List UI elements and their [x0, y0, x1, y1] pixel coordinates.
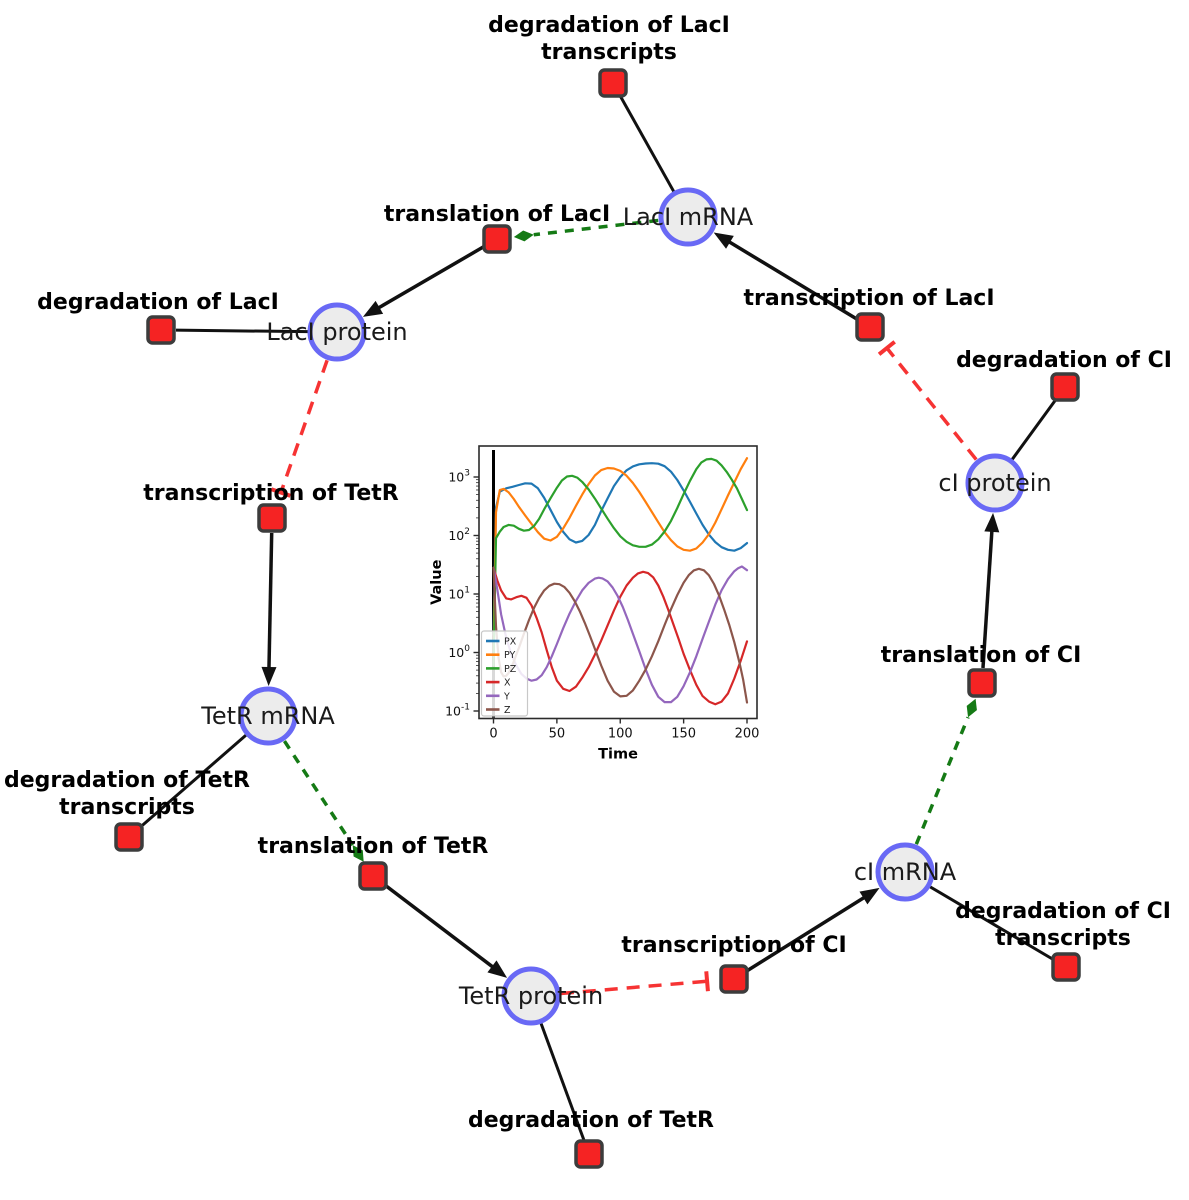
edge-lacI_translation-lacI_protein-arrowhead — [362, 300, 384, 317]
edge-cI_mRNA-cI_translation-modifier-line — [914, 716, 970, 845]
chart-legend-label-PZ: PZ — [504, 664, 517, 675]
edge-lacI_protein-tetR_transcription-tbar — [270, 487, 292, 498]
reaction-label-tetR_translation: translation of TetR — [258, 834, 489, 859]
edge-lacI_mRNA-lacI_translation-modifier-line — [533, 218, 659, 237]
chart-legend-label-X: X — [504, 678, 511, 689]
chart-series-PY — [492, 457, 749, 654]
chart-xlabel: Time — [598, 747, 638, 763]
chart-ytick-label: 101 — [448, 586, 470, 602]
reaction-label-tetR_protein_deg: degradation of TetR — [468, 1108, 714, 1133]
edge-cI_protein-lacI_transcription-tbar — [877, 340, 896, 356]
edge-tetR_protein-cI_transcription-tbar — [704, 971, 710, 992]
chart-series-PZ — [492, 457, 749, 667]
species-label-lacI_protein: LacI protein — [266, 318, 407, 346]
reaction-square-tetR_mRNA_deg — [114, 822, 144, 852]
edge-cI_mRNA_deg-cI_mRNA-degradation-link — [929, 885, 1054, 961]
chart-xtick-label: 50 — [549, 727, 566, 742]
edge-tetR_protein-cI_transcription-inhibition-line — [560, 979, 708, 996]
species-node-tetR_protein — [501, 966, 561, 1026]
chart-series-PX — [492, 462, 749, 637]
species-node-tetR_mRNA — [238, 686, 298, 746]
chart-ytick-label: 10-1 — [445, 703, 470, 719]
edge-lacI_transcription-lacI_mRNA-production-line — [726, 239, 859, 321]
reaction-label-lacI_mRNA_deg-line2: transcripts — [541, 40, 677, 65]
species-label-tetR_mRNA: TetR mRNA — [200, 702, 335, 730]
reaction-label-cI_mRNA_deg-line2: transcripts — [995, 926, 1131, 951]
species-label-cI_mRNA: cI mRNA — [854, 858, 957, 886]
edge-tetR_protein_deg-tetR_protein-degradation-link — [539, 1022, 586, 1141]
reaction-label-lacI_translation: translation of LacI — [384, 202, 610, 227]
reaction-label-tetR_transcription: transcription of TetR — [143, 481, 399, 506]
chart-ytick-label: 100 — [448, 644, 470, 660]
reaction-label-cI_protein_deg: degradation of CI — [956, 348, 1172, 373]
reaction-square-cI_transcription — [719, 964, 749, 994]
edge-cI_mRNA-cI_translation-diamond-arrowhead — [966, 698, 977, 718]
chart-ylabel: Value — [429, 559, 445, 605]
species-node-cI_protein — [965, 453, 1025, 513]
reaction-square-tetR_transcription — [257, 503, 287, 533]
edge-tetR_translation-tetR_protein-production-line — [383, 883, 496, 970]
chart-legend-label-Z: Z — [504, 705, 511, 716]
edge-cI_translation-cI_protein-arrowhead — [984, 512, 1000, 533]
reaction-square-lacI_mRNA_deg — [598, 68, 628, 98]
edge-lacI_mRNA-lacI_translation-diamond-arrowhead — [513, 230, 534, 242]
reaction-square-cI_translation — [967, 668, 997, 698]
reaction-square-lacI_translation — [482, 224, 512, 254]
edge-lacI_transcription-lacI_mRNA-arrowhead — [713, 232, 734, 249]
species-label-cI_protein: cI protein — [938, 469, 1051, 497]
species-node-lacI_protein — [307, 302, 367, 362]
reaction-square-lacI_transcription — [855, 312, 885, 342]
edge-tetR_transcription-tetR_mRNA-production-line — [267, 532, 274, 671]
reaction-square-tetR_translation — [358, 861, 388, 891]
chart-ytick-label: 103 — [448, 469, 470, 485]
species-node-cI_mRNA — [875, 842, 935, 902]
chart-xtick-label: 200 — [735, 727, 760, 742]
nodes-layer — [114, 68, 1081, 1169]
reaction-label-cI_transcription: transcription of CI — [621, 933, 846, 958]
reaction-square-lacI_protein_deg — [146, 315, 176, 345]
chart-series-X — [492, 566, 749, 706]
reaction-label-tetR_mRNA_deg-line1: degradation of TetR — [4, 768, 250, 793]
edge-tetR_mRNA_deg-tetR_mRNA-degradation-link — [139, 733, 248, 829]
species-node-lacI_mRNA — [658, 187, 718, 247]
reaction-label-tetR_mRNA_deg-line2: transcripts — [59, 795, 195, 820]
reaction-square-cI_mRNA_deg — [1051, 952, 1081, 982]
reaction-label-lacI_transcription: transcription of LacI — [743, 286, 994, 311]
reaction-square-cI_protein_deg — [1050, 372, 1080, 402]
species-label-lacI_mRNA: LacI mRNA — [623, 203, 754, 231]
edge-tetR_transcription-tetR_mRNA-arrowhead — [261, 666, 277, 687]
chart-xtick-label: 150 — [671, 727, 696, 742]
edge-cI_protein_deg-cI_protein-degradation-link — [1010, 398, 1058, 461]
inset-chart: 0 50 100 150 200 103 102 101 100 10-1 Time Value PX P… — [429, 445, 760, 763]
chart-legend-label-PY: PY — [504, 650, 516, 661]
edge-tetR_mRNA-tetR_translation-diamond-arrowhead — [352, 845, 364, 862]
edge-lacI_protein_deg-lacI_protein-degradation-link — [175, 328, 309, 334]
edge-tetR_translation-tetR_protein-arrowhead — [487, 960, 508, 978]
chart-xtick-label: 100 — [608, 727, 633, 742]
chart-xtick-label: 0 — [489, 727, 497, 742]
edges-layer — [139, 95, 1058, 1141]
reaction-label-lacI_mRNA_deg-line1: degradation of LacI — [488, 13, 730, 38]
chart-series-Y — [492, 565, 749, 704]
edge-tetR_mRNA-tetR_translation-modifier-line — [282, 740, 355, 847]
reaction-square-tetR_protein_deg — [574, 1139, 604, 1169]
edge-lacI_mRNA_deg-lacI_mRNA-degradation-link — [619, 95, 676, 193]
edge-cI_transcription-cI_mRNA-production-line — [745, 894, 867, 973]
edge-lacI_protein-tetR_transcription-inhibition-line — [279, 359, 329, 494]
edge-lacI_translation-lacI_protein-production-line — [375, 245, 485, 311]
edge-cI_translation-cI_protein-production-line — [981, 528, 994, 669]
edge-cI_transcription-cI_mRNA-arrowhead — [859, 887, 880, 905]
labels-layer: degradation of LacItranscriptstranslatio… — [4, 13, 1172, 1133]
chart-ytick-label: 102 — [448, 527, 470, 543]
chart-legend-label-Y: Y — [503, 691, 510, 702]
chart-legend-label-PX: PX — [504, 637, 517, 648]
reaction-label-cI_mRNA_deg-line1: degradation of CI — [955, 899, 1171, 924]
edge-cI_protein-lacI_transcription-inhibition-line — [885, 346, 978, 461]
reaction-label-cI_translation: translation of CI — [881, 643, 1082, 668]
species-label-tetR_protein: TetR protein — [458, 982, 603, 1010]
reaction-label-lacI_protein_deg: degradation of LacI — [37, 290, 279, 315]
